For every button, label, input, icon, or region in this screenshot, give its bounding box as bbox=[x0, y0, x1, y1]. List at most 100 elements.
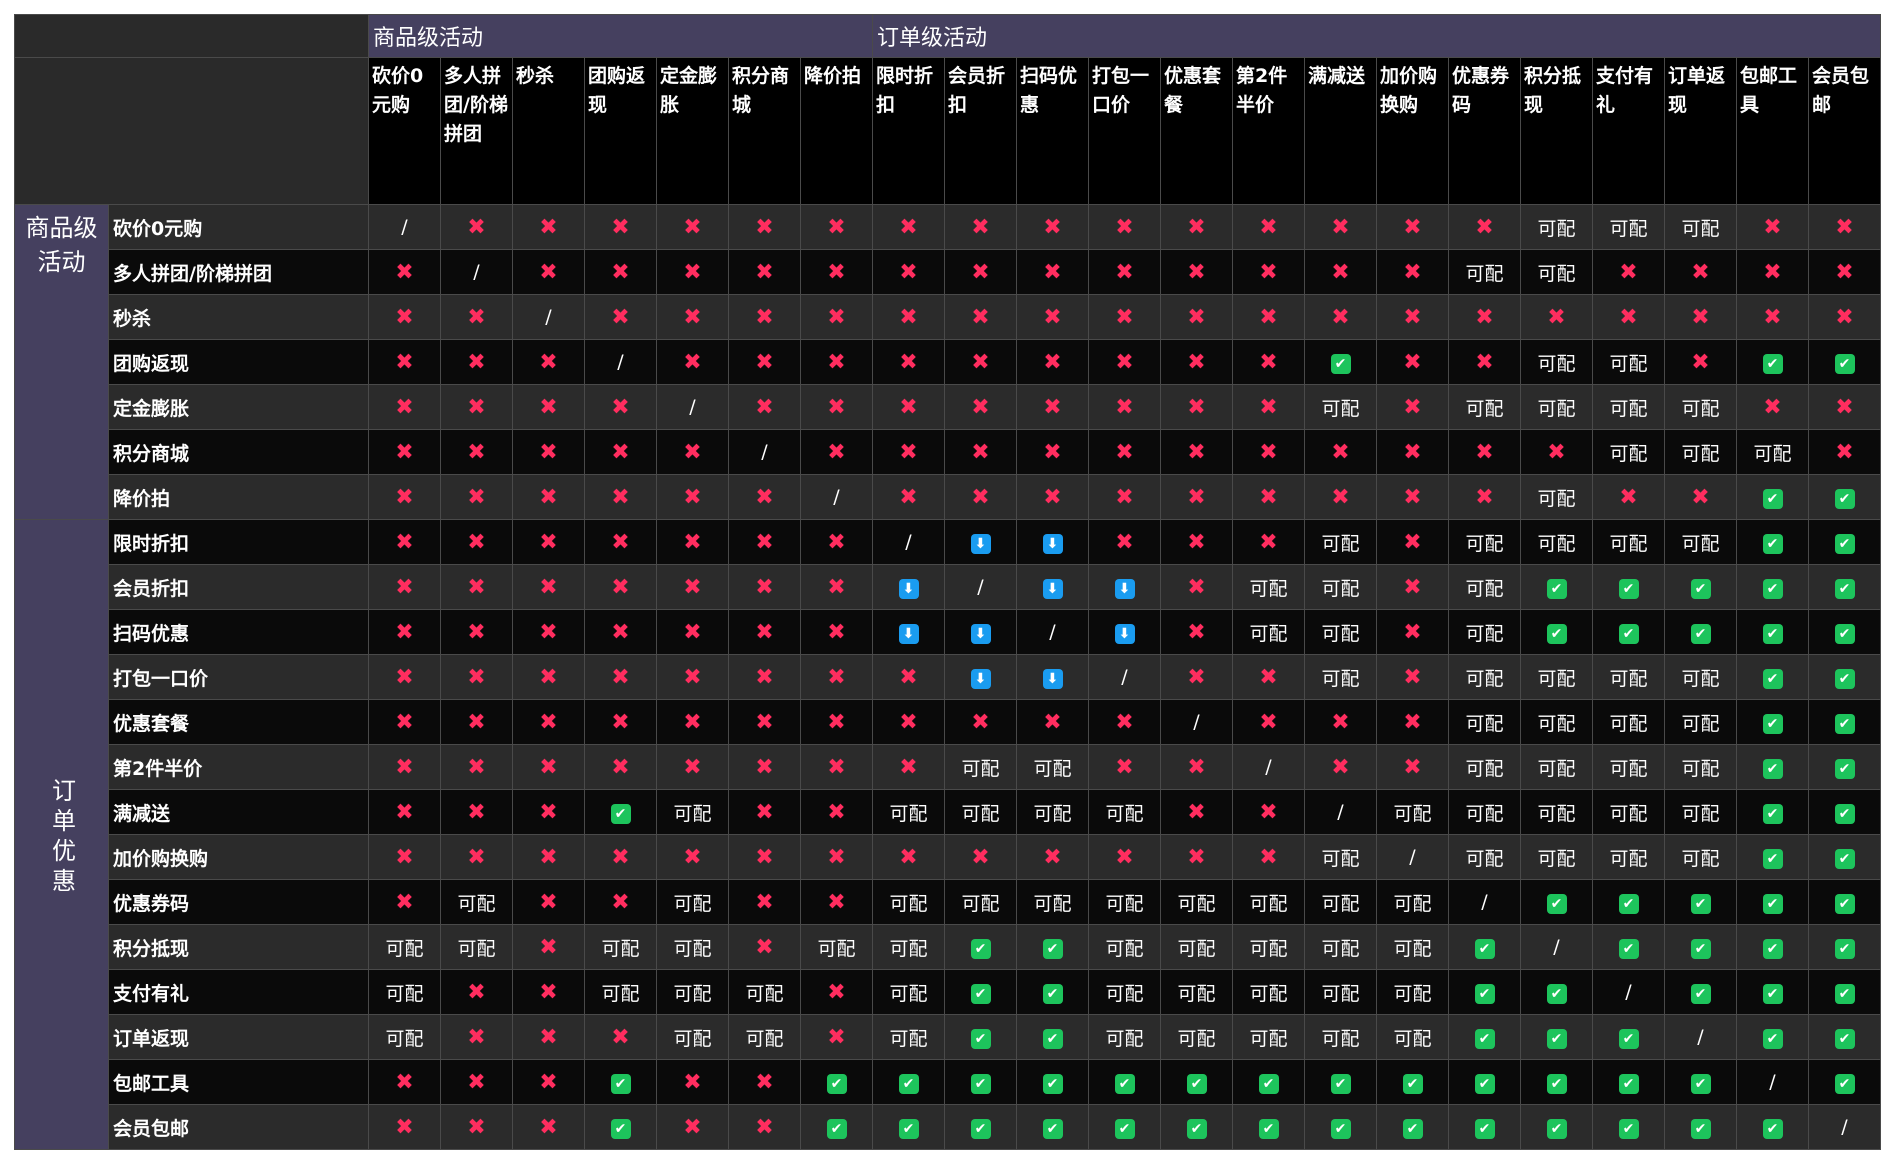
cell-value: ✖ bbox=[1043, 484, 1062, 510]
cell-value: 可配 bbox=[1681, 217, 1720, 240]
cell-value: ✔ bbox=[1762, 848, 1783, 869]
cell: ✖ bbox=[1664, 249, 1737, 295]
cell-value: ⬇ bbox=[1114, 578, 1135, 599]
cell: 可配 bbox=[1592, 654, 1665, 700]
cell-value: ✖ bbox=[467, 1024, 486, 1050]
cell: ✖ bbox=[656, 339, 729, 385]
cell: ✔ bbox=[872, 1059, 945, 1105]
matrix: 商品级活动 订单级活动 砍价0元购 多人拼团/阶梯拼团 秒杀 团购返现 定金膨胀 积分商城 降价… bbox=[14, 14, 1881, 1150]
cell: ✖ bbox=[584, 609, 657, 655]
table-row: 包邮工具 ✖ ✖ ✖ ✔ ✖ ✖ ✔ ✔ ✔ ✔ ✔ ✔ ✔ ✔ ✔ ✔ ✔ ✔ ✔ / ✔ bbox=[15, 1059, 1881, 1105]
cell-value: ✔ bbox=[1690, 893, 1711, 914]
cell-value: ✔ bbox=[1762, 713, 1783, 734]
row-label: 团购返现 bbox=[108, 339, 369, 385]
cell-value: 可配 bbox=[1321, 982, 1360, 1005]
cell: ✔ bbox=[800, 1104, 873, 1150]
cell-value: ✖ bbox=[1331, 754, 1350, 780]
cell: 可配 bbox=[1232, 879, 1305, 925]
cell-value: ✖ bbox=[1187, 214, 1206, 240]
cell-value: ✖ bbox=[1043, 394, 1062, 420]
cell: 可配 bbox=[872, 879, 945, 925]
cell-value: ✖ bbox=[755, 304, 774, 330]
cell: ✖ bbox=[368, 789, 441, 835]
cell-value: ✖ bbox=[1259, 214, 1278, 240]
cell: ✔ bbox=[584, 1059, 657, 1105]
cell-value: 可配 bbox=[1681, 712, 1720, 735]
cell-value: ✔ bbox=[1258, 1118, 1279, 1139]
cell: ✖ bbox=[872, 474, 945, 520]
cell-value: / bbox=[905, 531, 912, 553]
cell: ✖ bbox=[944, 699, 1017, 745]
cell: ✖ bbox=[368, 339, 441, 385]
cell-value: 可配 bbox=[1537, 397, 1576, 420]
cell-value: 可配 bbox=[1393, 892, 1432, 915]
cell: ✔ bbox=[1160, 1059, 1233, 1105]
cell: ✔ bbox=[1808, 1014, 1881, 1060]
cell: ✔ bbox=[1448, 924, 1521, 970]
cell-value: ✖ bbox=[467, 664, 486, 690]
cell: 可配 bbox=[1592, 699, 1665, 745]
cell-value: ✔ bbox=[610, 1118, 631, 1139]
cell-value: ✔ bbox=[1546, 578, 1567, 599]
cell-value: ✖ bbox=[467, 1114, 486, 1140]
cell: ✖ bbox=[728, 204, 801, 250]
column-header: 满减送 bbox=[1304, 57, 1377, 205]
cell-value: ✖ bbox=[1259, 439, 1278, 465]
cell-value: / bbox=[1553, 936, 1560, 958]
cell-value: 可配 bbox=[1465, 577, 1504, 600]
cell: ✖ bbox=[656, 429, 729, 475]
cell: ⬇ bbox=[1088, 609, 1161, 655]
cell-value: ✔ bbox=[1618, 1028, 1639, 1049]
cell-value: 可配 bbox=[1177, 1027, 1216, 1050]
cell-value: ✔ bbox=[970, 983, 991, 1004]
cell-value: ✖ bbox=[395, 529, 414, 555]
cell: ✖ bbox=[1160, 204, 1233, 250]
cell-value: ✔ bbox=[1762, 983, 1783, 1004]
cell-value: ✖ bbox=[683, 214, 702, 240]
row-label: 砍价0元购 bbox=[108, 204, 369, 250]
cell: ✖ bbox=[872, 654, 945, 700]
cell-value: ✖ bbox=[899, 664, 918, 690]
cell-value: ✔ bbox=[898, 1118, 919, 1139]
cell-value: ✖ bbox=[1403, 439, 1422, 465]
cell-value: 可配 bbox=[1465, 802, 1504, 825]
cell: ✔ bbox=[1376, 1059, 1449, 1105]
cell: ✖ bbox=[656, 474, 729, 520]
cell: ✔ bbox=[1016, 969, 1089, 1015]
cell-value: ✖ bbox=[1115, 529, 1134, 555]
cell: ✖ bbox=[368, 474, 441, 520]
cell-value: ✖ bbox=[755, 349, 774, 375]
cell-value: ✖ bbox=[1259, 799, 1278, 825]
cell-value: ✖ bbox=[539, 484, 558, 510]
cell: 可配 bbox=[1592, 789, 1665, 835]
cell-value: ✔ bbox=[1834, 938, 1855, 959]
cell: ✖ bbox=[800, 969, 873, 1015]
cell-value: ✖ bbox=[683, 844, 702, 870]
cell-value: ✖ bbox=[683, 709, 702, 735]
cell: ✖ bbox=[1664, 294, 1737, 340]
cell: ✔ bbox=[1808, 339, 1881, 385]
cell: ✖ bbox=[368, 654, 441, 700]
cell-value: ✖ bbox=[1187, 349, 1206, 375]
cell: ✖ bbox=[1088, 204, 1161, 250]
cell-value: 可配 bbox=[1321, 1027, 1360, 1050]
cell: ✔ bbox=[1664, 924, 1737, 970]
cell-value: 可配 bbox=[1249, 622, 1288, 645]
cell: ✖ bbox=[656, 654, 729, 700]
cell: ✖ bbox=[1160, 789, 1233, 835]
cell: ✖ bbox=[800, 654, 873, 700]
cell-value: 可配 bbox=[1681, 442, 1720, 465]
cell-value: 可配 bbox=[1465, 667, 1504, 690]
cell: ✔ bbox=[1736, 564, 1809, 610]
cell: 可配 bbox=[800, 924, 873, 970]
cell-value: ✖ bbox=[827, 1024, 846, 1050]
cell-value: ✔ bbox=[970, 1028, 991, 1049]
cell: ✖ bbox=[1232, 789, 1305, 835]
cell-value: ✖ bbox=[1403, 619, 1422, 645]
cell-value: ✖ bbox=[611, 574, 630, 600]
cell: ✖ bbox=[440, 699, 513, 745]
cell: ✖ bbox=[1088, 294, 1161, 340]
row-label: 打包一口价 bbox=[108, 654, 369, 700]
cell-value: ✔ bbox=[1618, 938, 1639, 959]
cell: 可配 bbox=[1088, 969, 1161, 1015]
